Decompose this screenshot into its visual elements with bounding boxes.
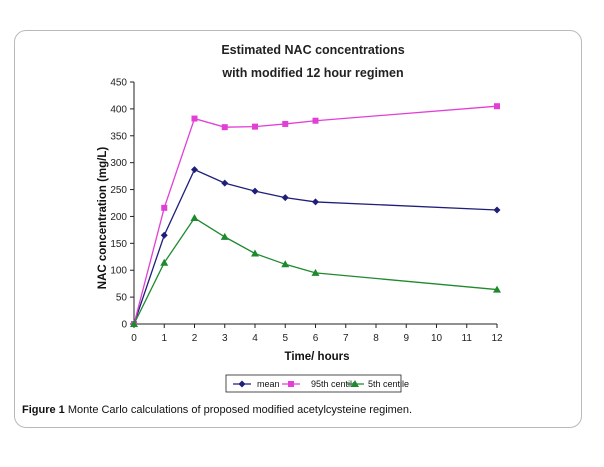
legend-marker (238, 380, 246, 388)
data-point (160, 258, 169, 266)
x-tick-label: 1 (161, 333, 167, 344)
x-tick-label: 9 (403, 333, 409, 344)
data-point (191, 115, 198, 122)
data-point (251, 187, 259, 195)
y-tick-label: 400 (110, 104, 127, 115)
y-tick-label: 100 (110, 266, 127, 277)
legend-box (225, 374, 402, 393)
data-point (130, 320, 138, 327)
legend-item: 95th centile (282, 379, 357, 389)
x-tick-label: 8 (373, 333, 379, 344)
data-point (312, 117, 319, 124)
data-point (161, 204, 168, 211)
series-5th-centile (130, 214, 501, 327)
x-tick-label: 4 (252, 333, 258, 344)
y-tick-label: 150 (110, 239, 127, 250)
chart-title: Estimated NAC concentrations (221, 43, 404, 57)
y-tick-label: 250 (110, 185, 127, 196)
legend-item: 5th centile (346, 379, 409, 389)
data-point (312, 198, 319, 206)
series-line (133, 168, 498, 325)
x-axis: 0 1 2 3 4 5 6 7 8 9 10 11 12 (131, 324, 503, 344)
data-point (221, 124, 228, 131)
y-axis: 0 50 100 150 200 250 300 350 400 450 (110, 78, 134, 331)
x-tick-label: 0 (131, 333, 137, 344)
y-tick-label: 0 (121, 320, 127, 331)
x-tick-label: 5 (282, 333, 288, 344)
x-tick-label: 2 (192, 333, 198, 344)
x-tick-label: 3 (222, 333, 228, 344)
x-tick-label: 7 (343, 333, 349, 344)
y-tick-label: 300 (110, 158, 127, 169)
x-tick-label: 10 (431, 333, 443, 344)
y-tick-label: 450 (110, 78, 127, 89)
data-point (251, 249, 259, 257)
legend-label: 5th centile (368, 379, 409, 389)
legend-label: mean (257, 379, 280, 389)
data-point (311, 268, 320, 276)
data-point (221, 179, 229, 187)
data-point (281, 260, 290, 268)
data-point (160, 231, 168, 239)
data-point (494, 103, 500, 110)
x-tick-label: 12 (491, 333, 503, 344)
x-tick-label: 6 (313, 333, 319, 344)
legend: mean 95th centile 5th centile (225, 374, 409, 393)
data-point (493, 206, 501, 214)
series-mean (130, 166, 501, 328)
y-axis-label: NAC concentration (mg/L) (97, 147, 109, 290)
caption-text: Monte Carlo calculations of proposed mod… (67, 404, 413, 416)
data-point (493, 285, 501, 293)
y-tick-label: 200 (110, 212, 127, 223)
data-point (282, 120, 289, 127)
legend-marker (288, 381, 294, 387)
figure-frame (14, 30, 582, 428)
series-group (130, 103, 501, 328)
series-95th-centile (131, 103, 500, 327)
y-tick-label: 350 (110, 131, 127, 142)
data-point (281, 194, 289, 202)
data-point (190, 214, 199, 222)
legend-label: 95th centile (311, 379, 357, 389)
data-point (191, 166, 198, 174)
y-tick-label: 50 (116, 293, 128, 304)
caption-label: Figure 1 (22, 404, 65, 416)
legend-marker (351, 380, 359, 387)
chart-subtitle: with modified 12 hour regimen (221, 66, 403, 80)
series-line (133, 217, 498, 325)
x-axis-label: Time/ hours (285, 351, 350, 363)
data-point (220, 232, 229, 240)
x-tick-label: 11 (462, 333, 473, 344)
legend-item: mean (233, 379, 280, 389)
series-line (133, 105, 498, 325)
data-point (252, 123, 258, 130)
figure-caption: Figure 1 Monte Carlo calculations of pro… (22, 404, 412, 416)
